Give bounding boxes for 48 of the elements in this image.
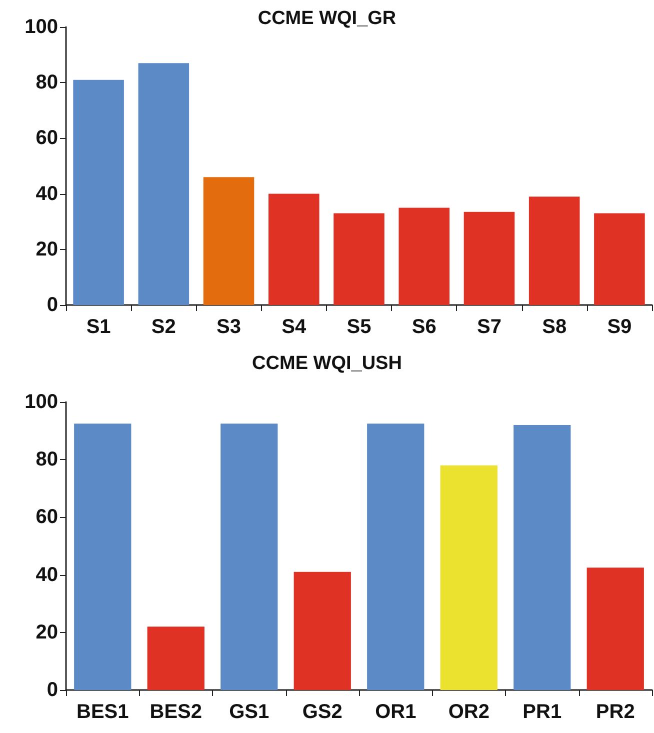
x-tick-label: S3 xyxy=(216,316,242,338)
x-tick-label: S8 xyxy=(542,316,567,338)
x-tick-label: S5 xyxy=(346,316,372,338)
bar xyxy=(334,213,384,305)
x-tick-label: OR2 xyxy=(448,701,490,723)
x-tick-label: GS1 xyxy=(229,701,270,723)
x-tick-label: OR1 xyxy=(375,701,416,723)
y-tick-label: 0 xyxy=(46,679,58,701)
y-tick-label: 80 xyxy=(36,72,58,94)
bar xyxy=(514,425,571,690)
chart-title: CCME WQI_GR xyxy=(258,8,396,29)
bar xyxy=(73,80,124,305)
y-tick-label: 20 xyxy=(36,238,58,260)
y-tick-label: 100 xyxy=(24,391,58,413)
x-tick-label: S1 xyxy=(86,316,111,338)
bar xyxy=(220,424,278,690)
x-tick-label: BES2 xyxy=(150,701,202,723)
bar xyxy=(398,208,450,305)
y-tick-label: 40 xyxy=(36,564,58,586)
y-tick-label: 40 xyxy=(36,182,58,205)
x-tick-label: GS2 xyxy=(302,701,342,723)
bar xyxy=(147,626,204,690)
x-tick-label: BES1 xyxy=(76,701,129,723)
x-tick-label: S4 xyxy=(282,316,307,338)
bar xyxy=(138,63,190,305)
bar xyxy=(440,465,498,690)
bar xyxy=(528,196,580,305)
y-tick-label: 20 xyxy=(36,621,58,644)
y-tick-label: 60 xyxy=(36,127,58,150)
x-tick-label: PR2 xyxy=(596,701,635,723)
chart-title: CCME WQI_USH xyxy=(252,353,402,374)
bar xyxy=(203,177,254,305)
bar xyxy=(586,568,644,690)
x-tick-label: PR1 xyxy=(522,701,562,723)
x-tick-label: S6 xyxy=(412,316,436,338)
bar xyxy=(294,572,351,690)
bar xyxy=(74,424,132,690)
bar xyxy=(367,424,424,690)
y-tick-label: 60 xyxy=(36,506,58,528)
bar xyxy=(464,212,515,305)
x-tick-label: S2 xyxy=(151,316,176,338)
bar xyxy=(268,194,320,305)
y-tick-label: 100 xyxy=(24,16,58,38)
y-tick-label: 0 xyxy=(46,294,58,316)
x-tick-label: S7 xyxy=(476,316,502,338)
y-tick-label: 80 xyxy=(36,448,58,471)
bar xyxy=(594,213,645,305)
x-tick-label: S9 xyxy=(607,316,632,338)
